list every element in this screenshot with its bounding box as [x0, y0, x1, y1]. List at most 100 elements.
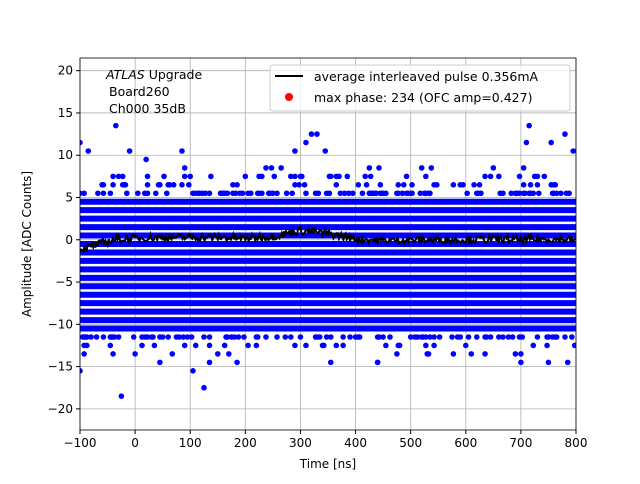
- sample-point: [403, 173, 410, 180]
- sample-point: [376, 334, 382, 340]
- sample-point: [308, 131, 315, 137]
- sample-point: [544, 342, 550, 349]
- sample-point: [534, 182, 541, 188]
- sample-point: [340, 334, 346, 340]
- sample-point: [263, 165, 269, 171]
- legend-label-average: average interleaved pulse 0.356mA: [314, 69, 539, 84]
- sample-point: [124, 190, 130, 197]
- sample-point: [111, 334, 118, 340]
- sample-point: [407, 334, 414, 340]
- sample-point: [376, 165, 382, 171]
- sample-point: [541, 173, 548, 180]
- legend-marker-icon: [285, 93, 293, 101]
- sample-point: [373, 190, 380, 197]
- sample-point: [179, 182, 185, 188]
- sample-point: [190, 368, 196, 374]
- sample-point: [93, 334, 100, 340]
- sample-point: [180, 334, 187, 340]
- sample-point: [234, 359, 240, 366]
- sample-point: [423, 173, 429, 180]
- sample-point: [380, 334, 386, 340]
- sample-point: [144, 173, 151, 180]
- sample-point: [115, 334, 122, 340]
- sample-point: [132, 351, 138, 357]
- sample-point: [496, 173, 502, 180]
- sample-point: [179, 148, 185, 154]
- sample-point: [296, 182, 302, 188]
- x-tick-label: 100: [179, 436, 202, 450]
- sample-point: [292, 182, 298, 188]
- sample-point: [144, 334, 151, 340]
- sample-point: [248, 190, 254, 197]
- sample-point: [383, 342, 389, 349]
- sample-point: [450, 351, 457, 357]
- sample-point: [231, 334, 238, 340]
- sample-point: [206, 190, 213, 197]
- sample-point: [100, 334, 107, 340]
- sample-point: [534, 173, 541, 180]
- sample-point: [85, 148, 92, 154]
- sample-point: [232, 190, 239, 197]
- sample-point: [496, 334, 502, 340]
- sample-point: [186, 182, 192, 188]
- sample-point: [259, 173, 265, 180]
- sample-point: [139, 342, 145, 349]
- y-tick-label: −5: [55, 275, 73, 289]
- sample-point: [169, 351, 176, 357]
- sample-point: [355, 182, 362, 188]
- y-axis-label: Amplitude [ADC Counts]: [20, 171, 34, 317]
- sample-point: [394, 351, 400, 357]
- sample-point: [424, 351, 431, 357]
- sample-point: [431, 334, 437, 340]
- sample-point: [88, 334, 94, 340]
- sample-point: [81, 190, 87, 197]
- sample-point: [323, 334, 330, 340]
- sample-point: [144, 182, 151, 188]
- sample-point: [118, 393, 125, 399]
- sample-point: [95, 190, 101, 197]
- sample-point: [234, 182, 240, 188]
- grid: [79, 58, 577, 430]
- sample-point: [107, 342, 114, 349]
- sample-point: [522, 190, 528, 197]
- sample-point: [303, 190, 309, 197]
- sample-point: [151, 342, 158, 349]
- sample-point: [409, 190, 415, 197]
- sample-point: [166, 182, 173, 188]
- sample-point: [126, 148, 133, 154]
- sample-point: [135, 190, 141, 197]
- sample-point: [157, 359, 163, 366]
- sample-point: [274, 334, 280, 340]
- sample-point: [471, 182, 477, 188]
- sample-point: [545, 334, 552, 340]
- sample-point: [242, 173, 249, 180]
- sample-point: [423, 334, 429, 340]
- sample-point: [516, 173, 523, 180]
- sample-point: [519, 334, 526, 340]
- annotation-channel: Ch000 35dB: [109, 101, 186, 116]
- average-pulse: [80, 224, 576, 255]
- sample-point: [457, 334, 464, 340]
- plot-frame: [79, 57, 577, 431]
- sample-point: [333, 182, 340, 188]
- sample-point: [164, 190, 170, 197]
- sample-point: [395, 182, 402, 188]
- sample-point: [327, 359, 334, 366]
- x-tick-label: 500: [399, 436, 422, 450]
- sample-point: [165, 334, 171, 340]
- sample-point: [427, 190, 433, 197]
- sample-point: [534, 334, 541, 340]
- sample-point: [245, 342, 251, 349]
- sample-point: [224, 190, 231, 197]
- sample-point: [336, 173, 342, 180]
- sample-point: [188, 334, 195, 340]
- annotation: ATLAS Upgrade Board260 Ch000 35dB: [105, 67, 202, 116]
- sample-point: [464, 190, 470, 197]
- sample-point: [187, 173, 194, 180]
- sample-point: [350, 190, 356, 197]
- sample-point: [224, 334, 231, 340]
- sample-point: [157, 182, 163, 188]
- sample-point: [130, 334, 137, 340]
- sample-point: [399, 190, 406, 197]
